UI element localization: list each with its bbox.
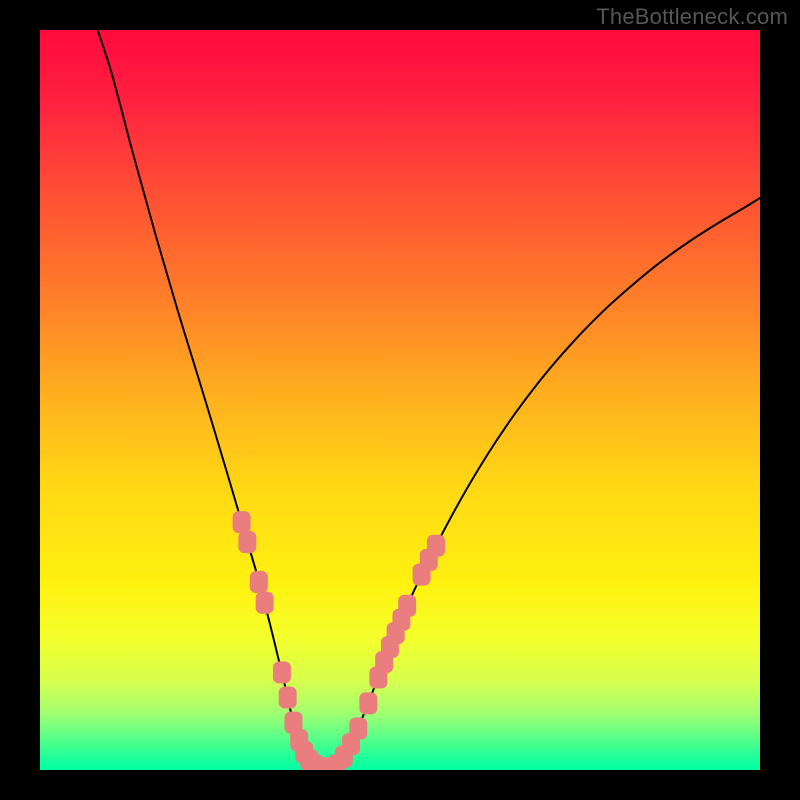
curve-marker bbox=[233, 511, 251, 533]
curve-marker bbox=[273, 661, 291, 683]
curve-marker bbox=[238, 531, 256, 553]
watermark-text: TheBottleneck.com bbox=[596, 4, 788, 30]
plot-background bbox=[40, 30, 760, 770]
curve-marker bbox=[427, 535, 445, 557]
curve-marker bbox=[279, 686, 297, 708]
curve-marker bbox=[256, 592, 274, 614]
curve-marker bbox=[359, 692, 377, 714]
chart-svg bbox=[0, 0, 800, 800]
curve-marker bbox=[349, 718, 367, 740]
curve-marker bbox=[250, 571, 268, 593]
curve-marker bbox=[398, 595, 416, 617]
bottleneck-chart bbox=[0, 0, 800, 800]
